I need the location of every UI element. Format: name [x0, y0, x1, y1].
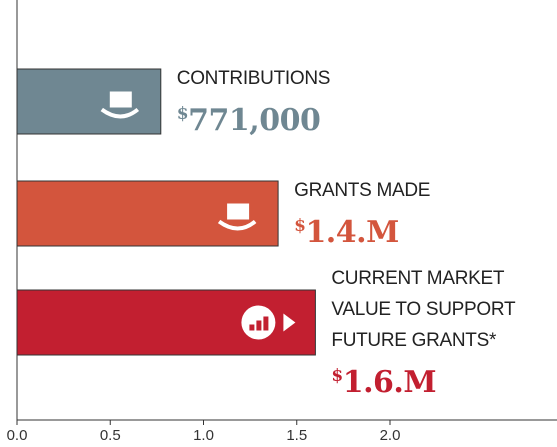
category-label: GRANTS MADE [294, 179, 431, 201]
bar [16, 68, 162, 135]
category-label: CURRENT MARKET VALUE TO SUPPORT FUTURE G… [331, 267, 515, 351]
bar-label: CONTRIBUTIONS $771,000 [177, 63, 395, 141]
icon [227, 203, 250, 220]
x-tick-label: 1.0 [193, 427, 214, 444]
value-label: $1.6.M [331, 364, 437, 400]
x-tick-label: 2.0 [380, 427, 401, 444]
icon [263, 316, 269, 331]
value-label: $1.4.M [294, 214, 399, 250]
category-label: CONTRIBUTIONS [176, 67, 331, 89]
x-tick-label: 1.5 [286, 427, 307, 444]
x-tick-label: 0.0 [7, 427, 28, 444]
icon [249, 324, 255, 331]
x-tick-label: 0.5 [100, 427, 121, 444]
bar-label: CURRENT MARKET VALUE TO SUPPORT FUTURE G… [331, 263, 549, 403]
icon [256, 320, 262, 331]
icon [100, 107, 140, 119]
icon [217, 219, 257, 231]
icon [109, 91, 132, 108]
bar-label: GRANTS MADE $1.4.M [294, 175, 512, 253]
value-label: $771,000 [176, 102, 321, 138]
icon [283, 313, 296, 332]
